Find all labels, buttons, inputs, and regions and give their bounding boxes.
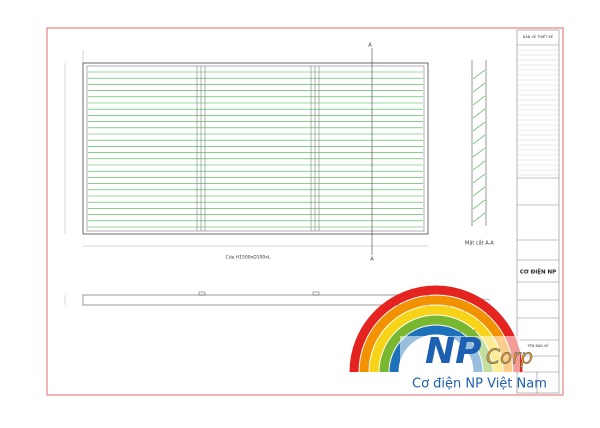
rainbow-arc (349, 285, 523, 373)
section-mark: A (368, 43, 372, 49)
title-block-lines (517, 49, 559, 176)
logo-brand-sub: Corp (486, 345, 533, 369)
slats (88, 71, 423, 228)
section-mark: A (370, 257, 374, 263)
logo-brand: NP (425, 331, 482, 372)
louver (472, 95, 486, 106)
title-block (516, 29, 560, 394)
louver (472, 147, 486, 158)
louver (472, 121, 486, 132)
louver (472, 108, 486, 119)
section-view (471, 60, 487, 226)
louver (472, 69, 486, 80)
louver (472, 186, 486, 197)
section-louvers (472, 69, 486, 223)
profile-tab (198, 291, 206, 296)
door-caption: Cửa H1500xD100xL (226, 254, 271, 261)
dimensions (64, 50, 428, 247)
louver (472, 212, 486, 223)
louver (472, 173, 486, 184)
mullions (196, 66, 320, 231)
sheet-border (46, 27, 564, 396)
louver (472, 134, 486, 145)
title-block-frame (516, 29, 560, 394)
profile-tab (312, 291, 320, 296)
section-title: Mặt cắt A-A (465, 240, 494, 247)
drawing-name: TÊN BẢN VẼ (526, 343, 548, 348)
logo-backdrop (400, 336, 520, 372)
company-name: CƠ ĐIỆN NP (520, 268, 556, 276)
logo-tagline: Cơ điện NP Việt Nam (412, 377, 547, 392)
door-inner-frame (86, 65, 425, 232)
louver (472, 199, 486, 210)
door-frame (82, 62, 429, 235)
louver (472, 160, 486, 171)
louver (472, 82, 486, 93)
title-block-header: BẢN VẼ THIẾT KẾ (523, 33, 554, 39)
